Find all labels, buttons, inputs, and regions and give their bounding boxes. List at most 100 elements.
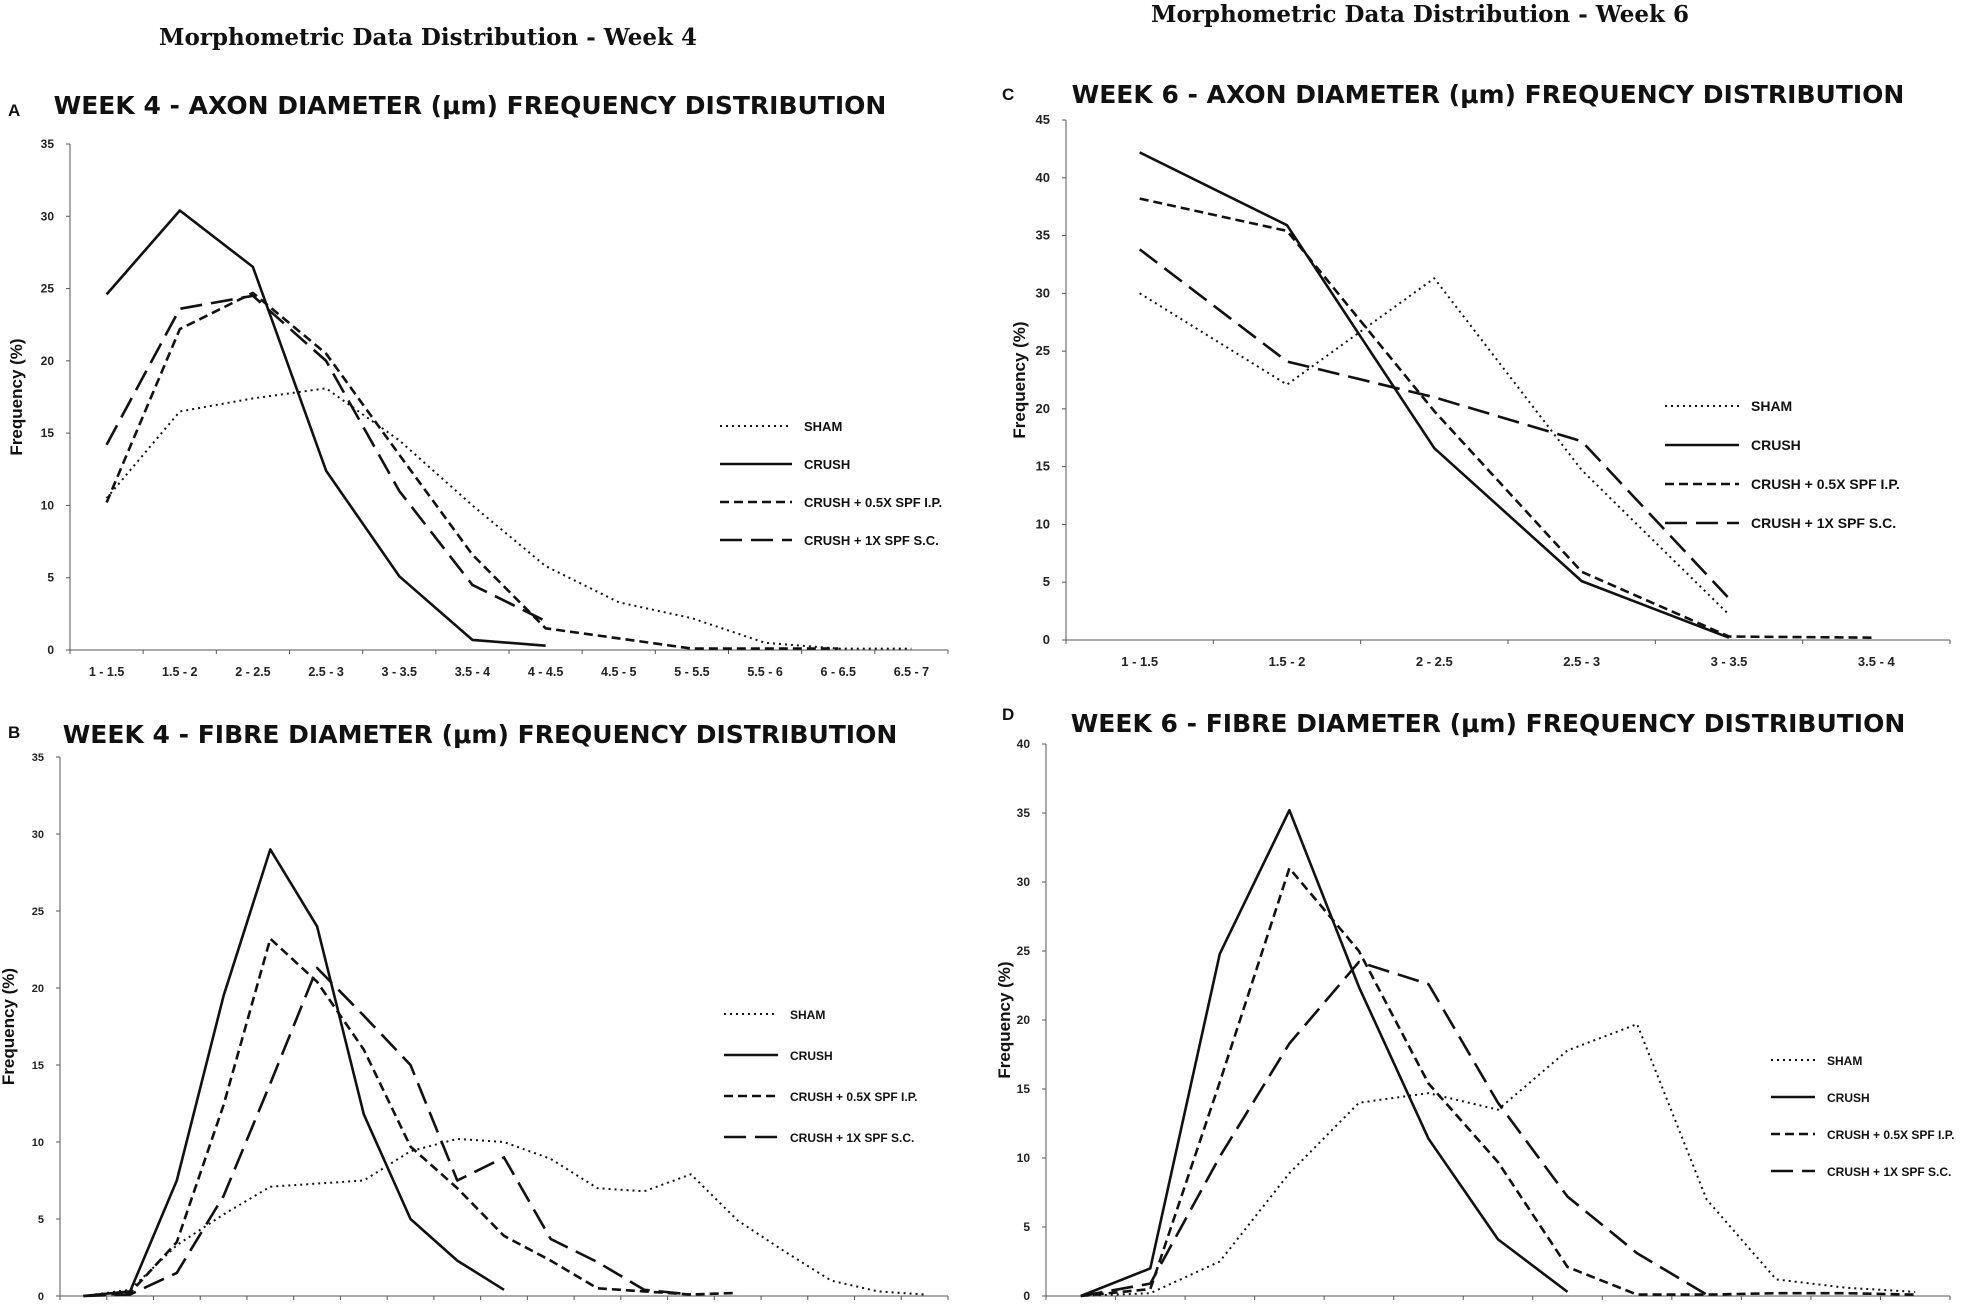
panel-title-B: WEEK 4 - FIBRE DIAMETER (μm) FREQUENCY D… bbox=[63, 720, 898, 749]
legend-label: SHAM bbox=[790, 1008, 825, 1022]
header-week6: Morphometric Data Distribution - Week 6 bbox=[1151, 1, 1689, 28]
series-crush bbox=[105, 209, 546, 647]
y-tick-label: 0 bbox=[38, 1291, 44, 1303]
legend: SHAM CRUSH CRUSH + 0.5X SPF I.P. CRUSH + 1X… bbox=[1665, 398, 1900, 531]
x-tick-label: 6.5 - 7 bbox=[894, 665, 929, 679]
legend-label: CRUSH + 1X SPF S.C. bbox=[1827, 1165, 1951, 1179]
x-tick-label: 1.5 - 2 bbox=[162, 665, 197, 679]
legend-label: CRUSH bbox=[790, 1049, 833, 1063]
y-tick-label: 5 bbox=[1023, 1220, 1030, 1234]
legend: SHAM CRUSH CRUSH + 0.5X SPF I.P. CRUSH + 1X… bbox=[1771, 1054, 1955, 1179]
series-crush-1x-spf-s-c bbox=[1138, 248, 1730, 600]
y-tick-label: 25 bbox=[1036, 343, 1050, 358]
header-week4: Morphometric Data Distribution - Week 4 bbox=[159, 24, 697, 51]
legend-label: CRUSH + 1X SPF S.C. bbox=[804, 533, 939, 548]
y-tick-label: 25 bbox=[32, 906, 44, 918]
y-tick-label: 15 bbox=[1036, 459, 1050, 474]
series-crush-0-5x-spf-i-p bbox=[105, 291, 839, 650]
y-tick-label: 35 bbox=[41, 137, 55, 151]
y-tick-label: 15 bbox=[1017, 1082, 1031, 1096]
y-axis-label: Frequency (%) bbox=[1010, 321, 1029, 438]
panel-C: C WEEK 6 - AXON DIAMETER (μm) FREQUENCY D… bbox=[1002, 80, 1951, 669]
y-tick-label: 15 bbox=[32, 1060, 44, 1072]
legend-label: CRUSH + 0.5X SPF I.P. bbox=[1827, 1128, 1955, 1142]
y-tick-label: 5 bbox=[38, 1214, 44, 1226]
legend: SHAM CRUSH CRUSH + 0.5X SPF I.P. CRUSH + 1X… bbox=[724, 1008, 918, 1145]
x-tick-label: 2 - 2.5 bbox=[235, 665, 270, 679]
series-sham bbox=[105, 387, 912, 650]
legend-label: CRUSH + 0.5X SPF I.P. bbox=[804, 495, 942, 510]
y-tick-label: 30 bbox=[32, 829, 44, 841]
y-tick-label: 10 bbox=[1036, 516, 1050, 531]
y-tick-label: 5 bbox=[1043, 574, 1050, 589]
panel-letter-C: C bbox=[1002, 85, 1014, 104]
y-tick-label: 0 bbox=[1023, 1289, 1030, 1303]
y-tick-label: 20 bbox=[41, 354, 55, 368]
series-crush-1x-spf-s-c bbox=[1080, 960, 1708, 1298]
panel-A: A WEEK 4 - AXON DIAMETER (μm) FREQUENCY D… bbox=[7, 91, 949, 679]
x-tick-label: 2 - 2.5 bbox=[1416, 654, 1453, 669]
y-tick-label: 45 bbox=[1036, 112, 1050, 127]
y-tick-label: 10 bbox=[1017, 1151, 1031, 1165]
y-tick-label: 5 bbox=[47, 571, 54, 585]
y-tick-label: 15 bbox=[41, 426, 55, 440]
panel-title-A: WEEK 4 - AXON DIAMETER (μm) FREQUENCY DI… bbox=[54, 91, 887, 120]
panel-title-D: WEEK 6 - FIBRE DIAMETER (μm) FREQUENCY D… bbox=[1071, 709, 1906, 738]
panel-letter-B: B bbox=[8, 723, 20, 742]
y-tick-label: 30 bbox=[1036, 285, 1050, 300]
legend-label: CRUSH bbox=[1751, 437, 1801, 453]
y-tick-label: 0 bbox=[1043, 632, 1050, 647]
y-tick-label: 20 bbox=[1036, 401, 1050, 416]
series-crush-1x-spf-s-c bbox=[105, 294, 547, 623]
legend: SHAM CRUSH CRUSH + 0.5X SPF I.P. CRUSH + 1X… bbox=[720, 419, 942, 548]
panel-D: D WEEK 6 - FIBRE DIAMETER (μm) FREQUENCY … bbox=[995, 705, 1955, 1303]
y-tick-label: 35 bbox=[1017, 806, 1031, 820]
series-crush-0-5x-spf-i-p bbox=[1139, 197, 1877, 639]
series-crush-0-5x-spf-i-p bbox=[83, 937, 738, 1298]
series-sham bbox=[1139, 277, 1730, 616]
x-tick-label: 3 - 3.5 bbox=[1711, 654, 1748, 669]
y-axis-label: Frequency (%) bbox=[0, 968, 18, 1085]
panels: A WEEK 4 - AXON DIAMETER (μm) FREQUENCY D… bbox=[0, 80, 1955, 1303]
y-tick-label: 20 bbox=[32, 983, 44, 995]
x-tick-label: 2.5 - 3 bbox=[308, 665, 343, 679]
y-tick-label: 35 bbox=[32, 752, 44, 764]
panel-B: B WEEK 4 - FIBRE DIAMETER (μm) FREQUENCY … bbox=[0, 720, 949, 1303]
y-tick-label: 25 bbox=[41, 282, 55, 296]
y-tick-label: 35 bbox=[1036, 228, 1050, 243]
y-tick-label: 30 bbox=[41, 209, 55, 223]
legend-label: CRUSH + 0.5X SPF I.P. bbox=[1751, 476, 1900, 492]
x-tick-label: 3.5 - 4 bbox=[1858, 654, 1896, 669]
panel-letter-D: D bbox=[1002, 705, 1014, 724]
series-crush bbox=[1080, 808, 1569, 1298]
legend-label: SHAM bbox=[1827, 1054, 1862, 1068]
legend-label: CRUSH + 0.5X SPF I.P. bbox=[790, 1090, 918, 1104]
y-tick-label: 40 bbox=[1017, 737, 1031, 751]
series-sham bbox=[1080, 1023, 1916, 1297]
x-tick-label: 3.5 - 4 bbox=[455, 665, 490, 679]
x-tick-label: 4.5 - 5 bbox=[601, 665, 636, 679]
series-crush bbox=[83, 848, 505, 1298]
x-tick-label: 4 - 4.5 bbox=[528, 665, 563, 679]
y-tick-label: 20 bbox=[1017, 1013, 1031, 1027]
legend-label: CRUSH bbox=[1827, 1091, 1870, 1105]
legend-label: SHAM bbox=[804, 419, 842, 434]
legend-label: CRUSH + 1X SPF S.C. bbox=[1751, 515, 1896, 531]
panel-letter-A: A bbox=[8, 101, 20, 120]
series-crush-0-5x-spf-i-p bbox=[1080, 866, 1916, 1298]
x-tick-label: 6 - 6.5 bbox=[821, 665, 856, 679]
legend-label: CRUSH + 1X SPF S.C. bbox=[790, 1131, 914, 1145]
x-tick-label: 3 - 3.5 bbox=[382, 665, 417, 679]
y-tick-label: 25 bbox=[1017, 944, 1031, 958]
x-tick-label: 1 - 1.5 bbox=[1121, 654, 1158, 669]
x-tick-label: 1 - 1.5 bbox=[89, 665, 124, 679]
x-tick-label: 5.5 - 6 bbox=[747, 665, 782, 679]
legend-label: CRUSH bbox=[804, 457, 850, 472]
panel-title-C: WEEK 6 - AXON DIAMETER (μm) FREQUENCY DI… bbox=[1072, 80, 1905, 109]
x-tick-label: 5 - 5.5 bbox=[674, 665, 709, 679]
y-tick-label: 10 bbox=[41, 498, 55, 512]
series-crush-1x-spf-s-c bbox=[83, 966, 692, 1298]
y-axis-label: Frequency (%) bbox=[995, 961, 1014, 1078]
y-tick-label: 30 bbox=[1017, 875, 1031, 889]
